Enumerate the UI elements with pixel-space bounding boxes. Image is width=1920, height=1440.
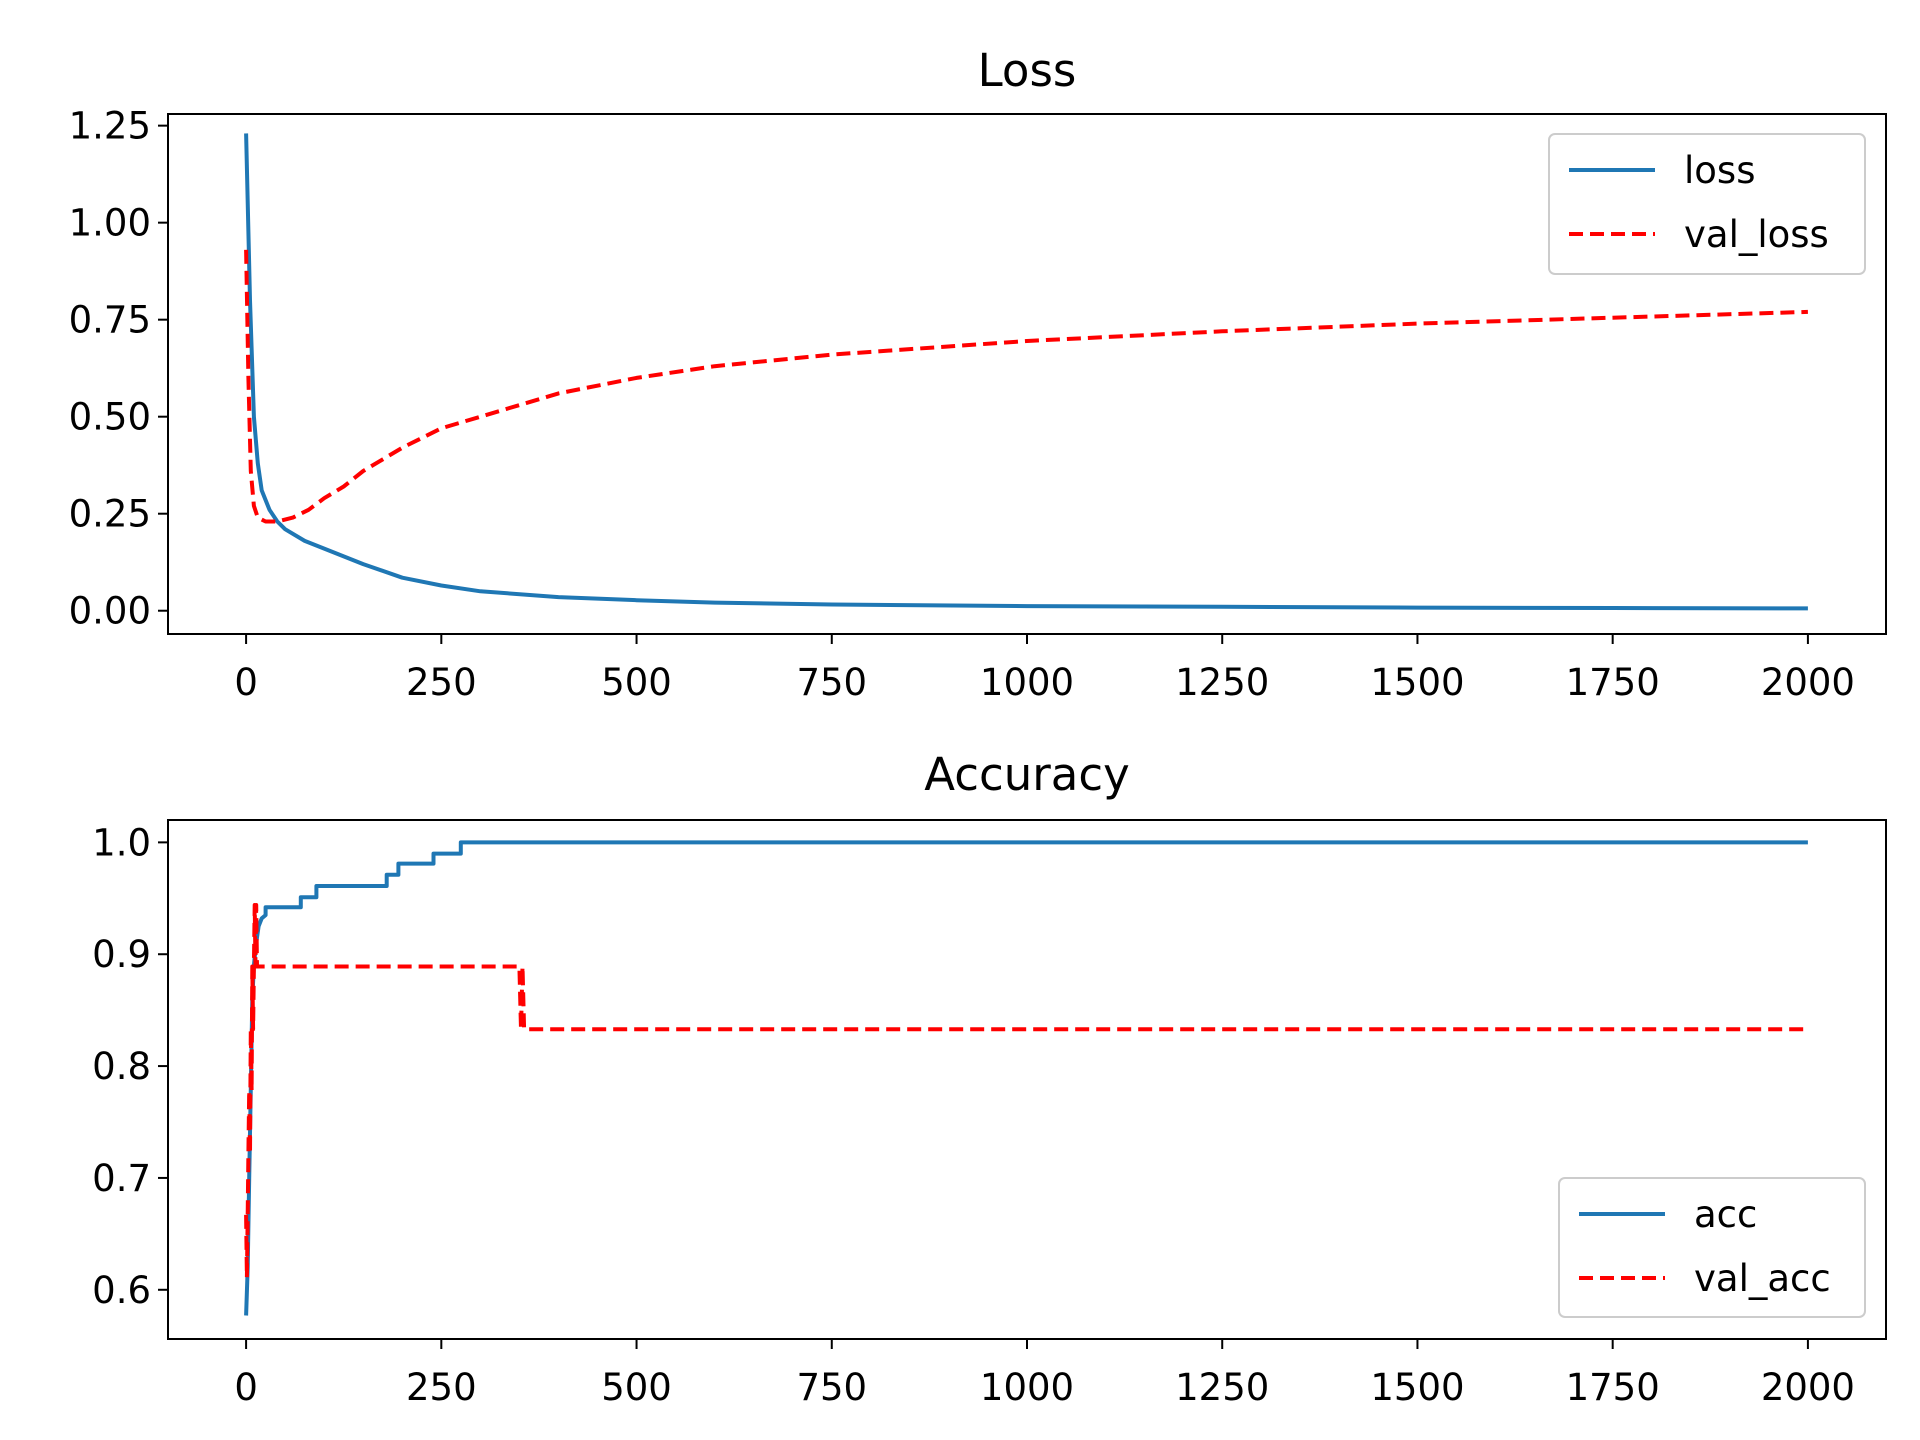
accuracy-x-tick-label: 1000 [980, 1366, 1074, 1409]
accuracy-series-val-acc-line [244, 903, 1808, 1280]
loss-x-tick-label: 1750 [1566, 661, 1660, 704]
accuracy-x-tick-label: 250 [406, 1366, 477, 1409]
accuracy-chart-title: Accuracy [924, 748, 1129, 801]
loss-x-tick-label: 0 [234, 661, 258, 704]
accuracy-y-tick-label: 1.0 [92, 821, 151, 864]
accuracy-legend: acc val_acc [1558, 1177, 1866, 1318]
loss-series-loss-line [244, 133, 1808, 611]
loss-x-tick-label: 1250 [1175, 661, 1269, 704]
accuracy-x-tick-label: 1250 [1175, 1366, 1269, 1409]
loss-x-tick-label: 500 [601, 661, 672, 704]
loss-y-tick-label: 0.25 [69, 493, 151, 536]
loss-series-val-loss-line [244, 249, 1808, 524]
accuracy-x-tick-label: 1750 [1566, 1366, 1660, 1409]
loss-y-tick-label: 1.25 [69, 105, 151, 148]
accuracy-legend-label-acc: acc [1694, 1193, 1757, 1236]
accuracy-x-tick-label: 1500 [1370, 1366, 1464, 1409]
loss-x-tick-label: 1500 [1370, 661, 1464, 704]
loss-x-tick-label: 750 [796, 661, 867, 704]
loss-chart-title: Loss [978, 44, 1077, 97]
accuracy-x-tick-label: 500 [601, 1366, 672, 1409]
accuracy-y-tick-label: 0.6 [92, 1269, 151, 1312]
accuracy-x-tick-label: 750 [796, 1366, 867, 1409]
accuracy-x-tick-label: 2000 [1761, 1366, 1855, 1409]
accuracy-y-tick-label: 0.7 [92, 1157, 151, 1200]
accuracy-y-tick-label: 0.9 [92, 933, 151, 976]
loss-legend-label-loss: loss [1684, 149, 1755, 192]
loss-panel: Loss 0 250 500 750 1000 1250 1500 1750 2000 0.00 0.… [69, 44, 1887, 704]
accuracy-legend-label-val-acc: val_acc [1694, 1257, 1831, 1300]
accuracy-panel: Accuracy 0 250 500 750 1000 1250 1500 1750 2000 0.… [92, 748, 1887, 1409]
loss-y-tick-label: 0.50 [69, 396, 151, 439]
loss-x-tick-label: 250 [406, 661, 477, 704]
loss-legend-label-val-loss: val_loss [1684, 213, 1829, 256]
loss-legend: loss val_loss [1548, 133, 1866, 275]
loss-x-tick-label: 2000 [1761, 661, 1855, 704]
loss-y-tick-label: 0.75 [69, 299, 151, 342]
accuracy-x-tick-label: 0 [234, 1366, 258, 1409]
loss-y-tick-label: 0.00 [69, 590, 151, 633]
loss-x-tick-label: 1000 [980, 661, 1074, 704]
accuracy-y-tick-label: 0.8 [92, 1045, 151, 1088]
loss-y-tick-label: 1.00 [69, 202, 151, 245]
